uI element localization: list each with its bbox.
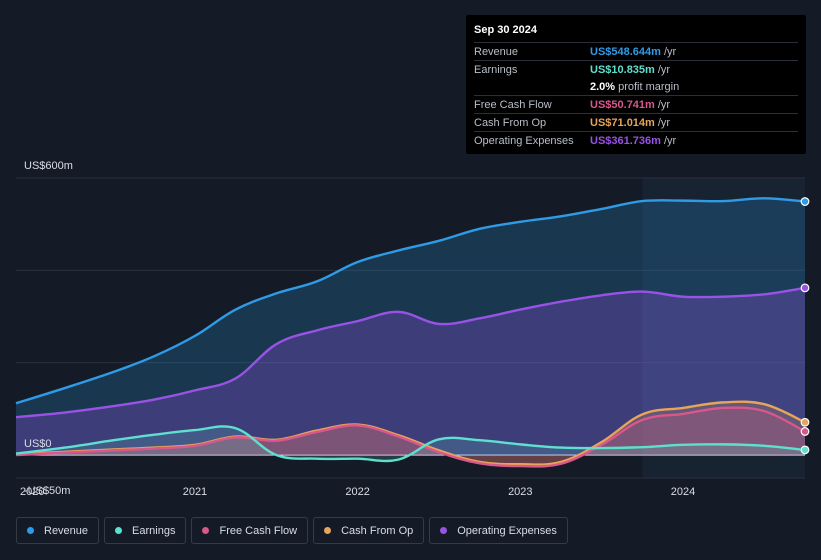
chart-legend: Revenue Earnings Free Cash Flow Cash Fro…	[16, 517, 568, 544]
legend-label: Earnings	[132, 524, 176, 537]
tooltip-unit: profit margin	[618, 81, 680, 93]
legend-dot-icon	[202, 527, 210, 534]
series-lines	[15, 197, 806, 468]
line-free-cash-flow	[15, 406, 806, 468]
tooltip-row-operating-expenses: Operating Expenses US$361.736m /yr	[474, 131, 798, 149]
legend-item-cash-from-op[interactable]: Cash From Op	[313, 517, 425, 544]
legend-item-free-cash-flow[interactable]: Free Cash Flow	[191, 517, 309, 544]
legend-dot-icon	[27, 527, 34, 534]
line-earnings	[15, 425, 806, 463]
tooltip-value: US$548.644m	[590, 46, 661, 58]
end-marker-cash-from-op	[800, 417, 810, 427]
tooltip-row-revenue: Revenue US$548.644m /yr	[474, 42, 798, 60]
legend-item-revenue[interactable]: Revenue	[16, 517, 100, 544]
tooltip-value: US$361.736m	[590, 135, 661, 147]
area-free-cash-flow	[16, 407, 805, 467]
highlight-region	[642, 178, 805, 478]
data-tooltip: Sep 30 2024 Revenue US$548.644m /yr Earn…	[466, 15, 806, 154]
y-tick-label: -US$50m	[24, 485, 70, 497]
tooltip-value: US$10.835m	[590, 64, 655, 76]
y-axis-labels: US$600m US$0 -US$50m	[24, 160, 73, 497]
end-marker-earnings	[800, 445, 810, 455]
tooltip-label: Operating Expenses	[474, 135, 574, 147]
tooltip-label: Free Cash Flow	[474, 99, 552, 111]
line-operating-expenses	[15, 286, 806, 419]
tooltip-unit: /yr	[657, 99, 671, 111]
legend-item-earnings[interactable]: Earnings	[104, 517, 187, 544]
tooltip-unit: /yr	[657, 64, 671, 76]
legend-label: Operating Expenses	[457, 524, 557, 537]
tooltip-unit: /yr	[663, 135, 677, 147]
legend-dot-icon	[440, 527, 448, 534]
tooltip-unit: /yr	[657, 117, 671, 129]
y-tick-label: US$0	[24, 438, 52, 450]
x-tick-label: 2020	[20, 486, 44, 498]
x-tick-label: 2024	[671, 486, 695, 498]
series-areas	[16, 198, 805, 467]
tooltip-label: Cash From Op	[474, 117, 547, 129]
series-end-markers	[800, 197, 810, 455]
tooltip-value: 2.0%	[590, 81, 616, 93]
line-revenue	[15, 197, 806, 405]
legend-dot-icon	[115, 527, 123, 534]
legend-label: Free Cash Flow	[219, 524, 298, 537]
x-axis-labels: 2020 2021 2022 2023 2024	[20, 486, 695, 498]
end-marker-revenue	[800, 197, 810, 206]
tooltip-value: US$71.014m	[590, 117, 655, 129]
tooltip-unit: /yr	[663, 46, 677, 58]
tooltip-label: Earnings	[474, 64, 518, 76]
tooltip-date: Sep 30 2024	[474, 24, 537, 36]
end-marker-free-cash-flow	[800, 427, 810, 436]
tooltip-row-profit-margin: 2.0% profit margin	[474, 78, 798, 95]
y-tick-label: US$600m	[24, 160, 73, 172]
x-tick-label: 2022	[345, 486, 369, 498]
tooltip-label: Revenue	[474, 46, 519, 58]
legend-item-operating-expenses[interactable]: Operating Expenses	[429, 517, 568, 544]
tooltip-row-free-cash-flow: Free Cash Flow US$50.741m /yr	[474, 95, 798, 113]
x-tick-label: 2021	[183, 486, 207, 498]
legend-label: Revenue	[44, 524, 89, 537]
legend-dot-icon	[324, 527, 332, 534]
tooltip-row-cash-from-op: Cash From Op US$71.014m /yr	[474, 113, 798, 131]
legend-label: Cash From Op	[341, 524, 414, 537]
area-revenue	[16, 198, 805, 455]
area-operating-expenses	[16, 287, 805, 455]
area-earnings	[16, 426, 805, 461]
x-tick-label: 2023	[508, 486, 532, 498]
end-marker-operating-expenses	[800, 283, 810, 293]
tooltip-value: US$50.741m	[590, 99, 655, 111]
tooltip-row-earnings: Earnings US$10.835m /yr	[474, 60, 798, 78]
